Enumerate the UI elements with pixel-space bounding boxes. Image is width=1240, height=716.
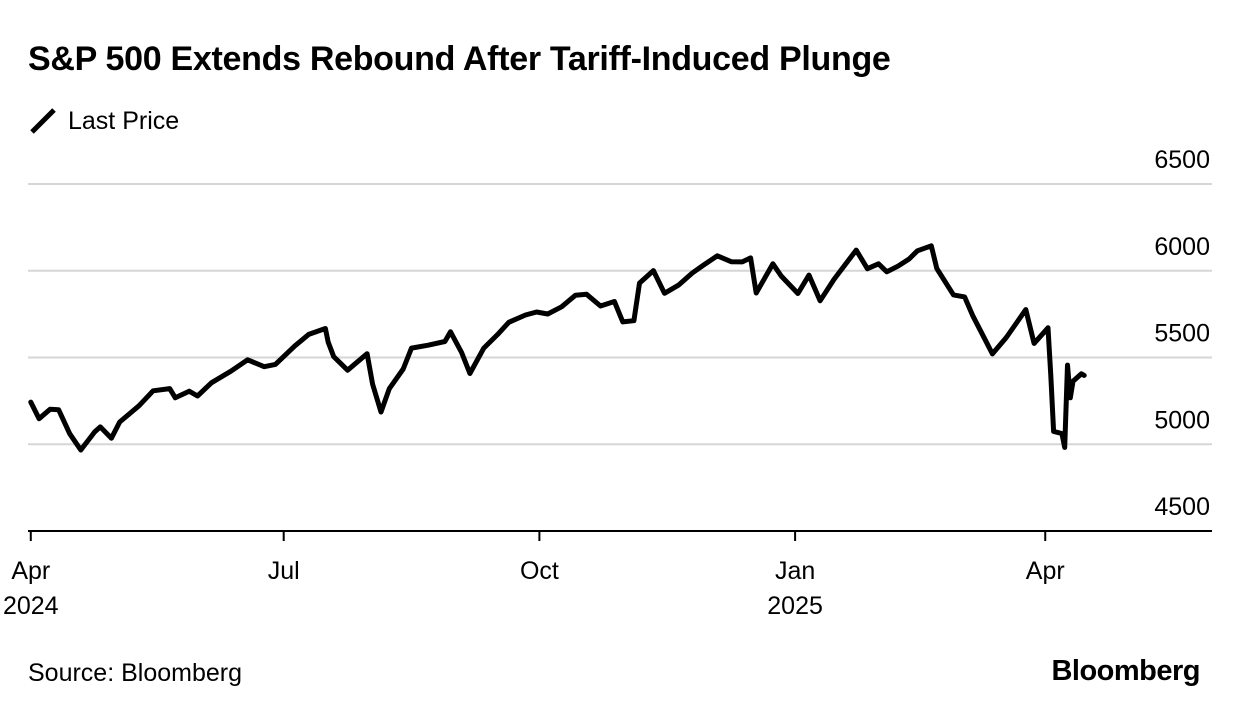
x-tick-label-apr-0: Apr — [11, 557, 50, 585]
series-layer — [28, 243, 1087, 453]
x-tick-label-jan-3: Jan — [775, 557, 815, 585]
legend: Last Price — [28, 106, 179, 136]
y-tick-label-4500: 4500 — [1154, 493, 1210, 521]
x-tick-year-2024: 2024 — [3, 592, 59, 620]
x-tick-label-apr-4: Apr — [1026, 557, 1065, 585]
legend-label: Last Price — [68, 106, 180, 135]
y-tick-label-5500: 5500 — [1154, 320, 1210, 348]
legend-line-icon — [30, 108, 56, 134]
bloomberg-logo: Bloomberg — [1051, 655, 1200, 687]
y-tick-label-5000: 5000 — [1154, 406, 1210, 434]
x-axis: Apr 2024 Jul Oct Jan 2025 Apr — [3, 530, 1212, 620]
x-tick-year-2025: 2025 — [767, 592, 823, 620]
series-line-last-price — [28, 243, 1087, 453]
y-axis-labels: 4500 5000 5500 6000 6500 — [1154, 146, 1210, 521]
x-tick-label-oct-2: Oct — [520, 557, 559, 585]
y-tick-label-6500: 6500 — [1154, 146, 1210, 174]
gridlines — [28, 183, 1212, 446]
x-tick-label-jul-1: Jul — [268, 557, 300, 585]
y-tick-label-6000: 6000 — [1154, 233, 1210, 261]
chart-title: S&P 500 Extends Rebound After Tariff-Ind… — [28, 40, 891, 78]
source-note: Source: Bloomberg — [28, 659, 243, 687]
